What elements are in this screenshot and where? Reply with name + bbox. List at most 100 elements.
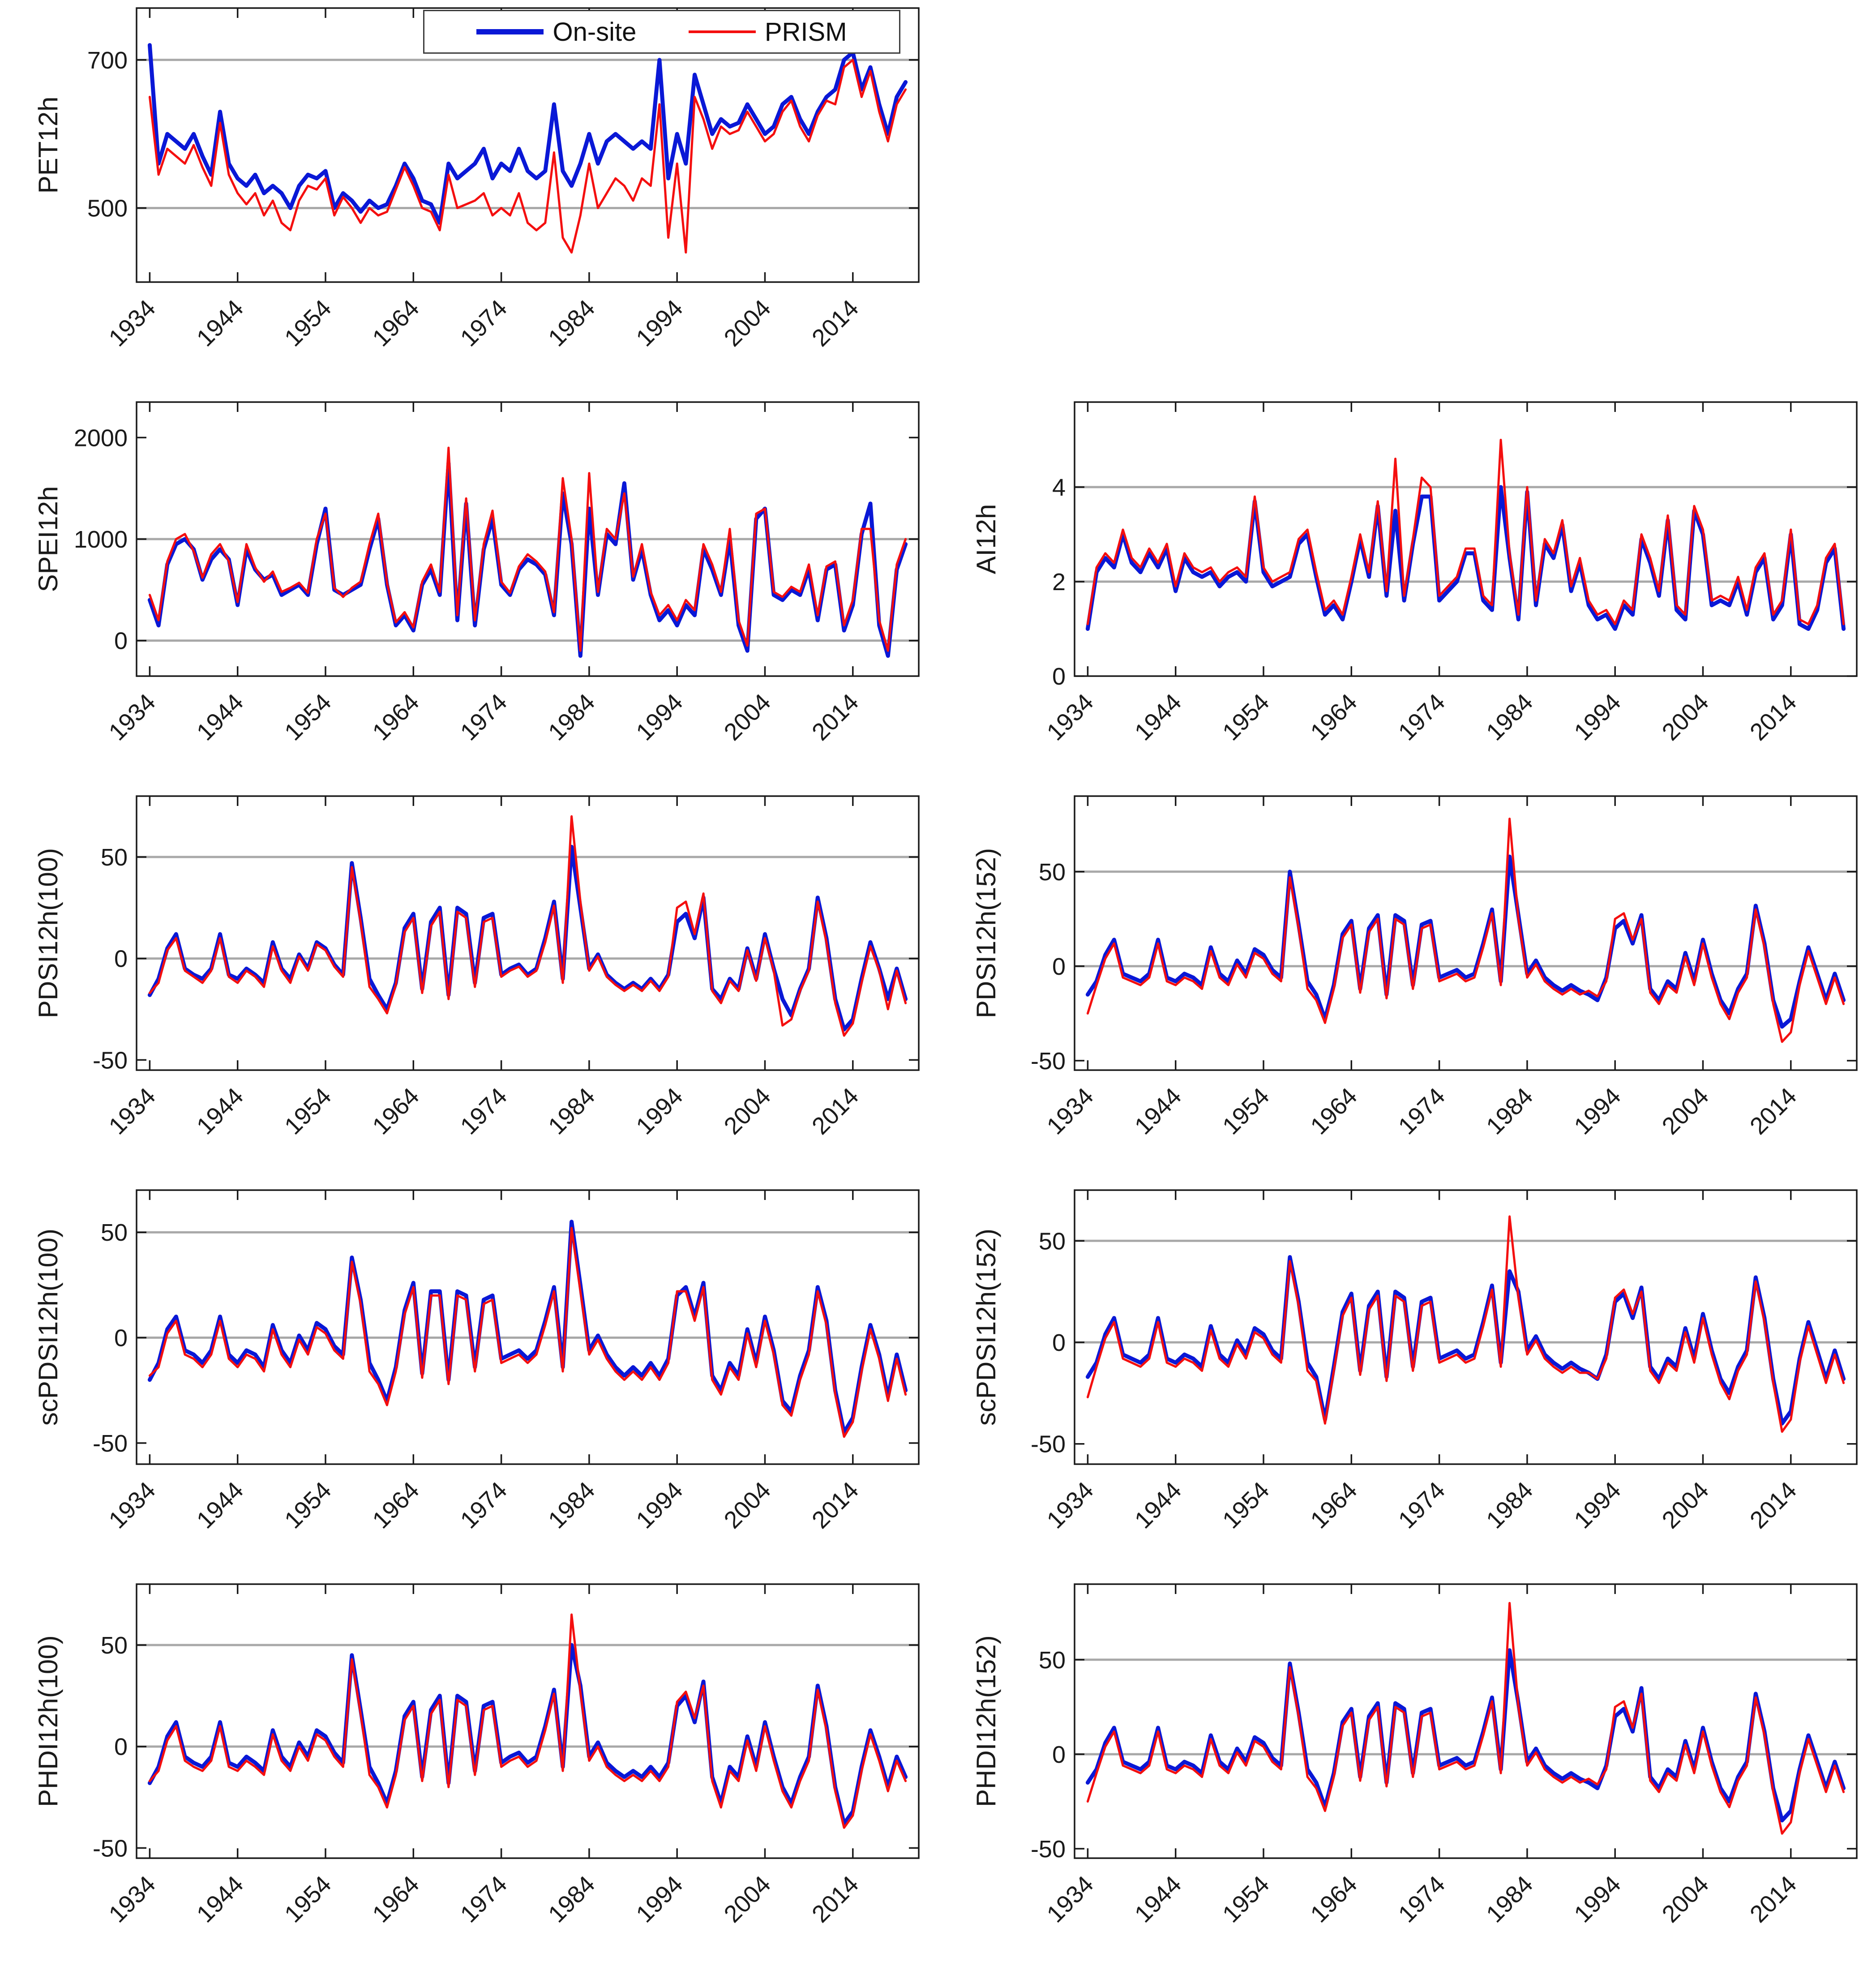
plot-border — [136, 1189, 920, 1465]
legend-label-onsite: On-site — [553, 17, 637, 47]
x-tick-label: 1954 — [279, 295, 336, 351]
plot-border — [136, 795, 920, 1071]
y-axis-label: PHDI12h(152) — [971, 1635, 1001, 1807]
x-tick-label: 1934 — [104, 1477, 161, 1534]
y-axis-label: scPDSI12h(100) — [33, 1229, 63, 1426]
series-line-onsite — [147, 461, 908, 658]
series-line-prism — [1086, 438, 1845, 626]
x-tick-label: 1984 — [543, 1083, 600, 1140]
x-tick-label: 1974 — [455, 1477, 512, 1534]
series-line-onsite — [147, 844, 908, 1032]
x-tick-label: 2004 — [719, 689, 776, 746]
x-tick-label: 1974 — [455, 295, 512, 351]
x-tick-label: 2004 — [1657, 1083, 1714, 1140]
x-tick-label: 2014 — [807, 1083, 864, 1140]
y-tick-label: 0 — [1052, 1741, 1066, 1768]
y-tick-label: -50 — [1031, 1431, 1066, 1458]
x-tick-label: 1934 — [1042, 1083, 1099, 1140]
y-tick-label: 0 — [1052, 1329, 1066, 1356]
series-line-prism — [148, 815, 907, 1037]
x-tick-label: 1984 — [1481, 1477, 1538, 1534]
series-line-prism — [148, 1613, 907, 1829]
y-tick-label: -50 — [93, 1835, 128, 1862]
y-tick-label: 2 — [1052, 569, 1066, 596]
x-tick-label: 1994 — [631, 1477, 688, 1534]
x-tick-label: 1934 — [1042, 1871, 1099, 1928]
legend-item-onsite: On-site — [476, 17, 636, 47]
chart-PDSI12h(152): -50 0 50 1934 1944 1954 1964 1974 1984 1994 2004 20… — [971, 795, 1858, 1140]
plot-border — [136, 7, 920, 283]
x-tick-label: 1994 — [631, 689, 688, 746]
x-tick-label: 1934 — [104, 1083, 161, 1140]
chart-PET12h: 500 700 1934 1944 1954 1964 1974 1984 1994 2004 20… — [33, 7, 920, 351]
x-tick-label: 1994 — [1569, 689, 1626, 746]
onsite-line-swatch — [476, 29, 544, 34]
x-tick-label: 1984 — [543, 295, 600, 351]
y-tick-label: 0 — [1052, 953, 1066, 980]
y-axis-label: SPEI12h — [33, 486, 63, 592]
x-tick-label: 1974 — [1393, 1477, 1450, 1534]
panel-ai12h: 0 2 4 1934 1944 1954 1964 1974 1984 1994 2004 2014 A… — [938, 394, 1876, 788]
x-tick-label: 2004 — [719, 295, 776, 351]
x-tick-label: 2014 — [1745, 1871, 1802, 1928]
panel-scpdsi12h-100: -50 0 50 1934 1944 1954 1964 1974 1984 1994 2004 20… — [0, 1182, 938, 1576]
chart-scPDSI12h(100): -50 0 50 1934 1944 1954 1964 1974 1984 1994 2004 20… — [33, 1189, 920, 1534]
y-tick-label: -50 — [93, 1047, 128, 1074]
x-tick-label: 1994 — [1569, 1477, 1626, 1534]
plot-border — [1074, 401, 1858, 677]
x-tick-label: 1974 — [455, 689, 512, 746]
series-line-prism — [148, 1227, 907, 1438]
x-tick-label: 2014 — [807, 689, 864, 746]
x-tick-label: 1934 — [104, 689, 161, 746]
x-tick-label: 2004 — [719, 1477, 776, 1534]
legend: On-site PRISM — [423, 10, 900, 54]
x-tick-label: 1954 — [279, 1477, 336, 1534]
x-tick-label: 1954 — [279, 1871, 336, 1928]
y-tick-label: 1000 — [74, 526, 128, 553]
y-tick-label: 4 — [1052, 474, 1066, 501]
x-tick-label: 1954 — [279, 689, 336, 746]
x-tick-label: 1994 — [1569, 1871, 1626, 1928]
x-tick-label: 1994 — [1569, 1083, 1626, 1140]
x-tick-label: 1954 — [279, 1083, 336, 1140]
x-tick-label: 2014 — [1745, 689, 1802, 746]
x-tick-label: 1954 — [1217, 1083, 1274, 1140]
x-tick-label: 1974 — [1393, 689, 1450, 746]
y-tick-label: 500 — [87, 195, 128, 222]
panel-pet12h: On-site PRISM 500 700 1934 1944 1954 1964 1974… — [0, 0, 938, 394]
series-line-onsite — [147, 43, 908, 225]
x-tick-label: 1964 — [367, 1083, 424, 1140]
series-line-prism — [148, 446, 907, 652]
chart-scPDSI12h(152): -50 0 50 1934 1944 1954 1964 1974 1984 1994 2004 20… — [971, 1189, 1858, 1534]
x-tick-label: 1944 — [1130, 1871, 1186, 1928]
x-tick-label: 1964 — [1305, 1083, 1362, 1140]
y-tick-label: 0 — [1052, 663, 1066, 690]
chart-PDSI12h(100): -50 0 50 1934 1944 1954 1964 1974 1984 1994 2004 20… — [33, 795, 920, 1140]
x-tick-label: 1954 — [1217, 689, 1274, 746]
panel-pdsi12h-100: -50 0 50 1934 1944 1954 1964 1974 1984 1994 2004 20… — [0, 788, 938, 1182]
y-axis-label: AI12h — [971, 504, 1001, 574]
y-axis-label: PHDI12h(100) — [33, 1635, 63, 1807]
plot-border — [136, 1583, 920, 1859]
panel-pdsi12h-152: -50 0 50 1934 1944 1954 1964 1974 1984 1994 2004 20… — [938, 788, 1876, 1182]
x-tick-label: 1944 — [192, 1477, 248, 1534]
y-tick-label: 0 — [114, 1734, 128, 1761]
x-tick-label: 1954 — [1217, 1871, 1274, 1928]
series-line-prism — [1086, 1215, 1845, 1433]
x-tick-label: 2014 — [807, 1477, 864, 1534]
x-tick-label: 1964 — [1305, 1477, 1362, 1534]
x-tick-label: 1984 — [1481, 1083, 1538, 1140]
x-tick-label: 1964 — [367, 1477, 424, 1534]
y-axis-label: PDSI12h(100) — [33, 848, 63, 1018]
prism-line-swatch — [688, 30, 756, 33]
x-tick-label: 1994 — [631, 1871, 688, 1928]
x-tick-label: 2014 — [807, 1871, 864, 1928]
series-line-onsite — [1085, 1648, 1846, 1823]
x-tick-label: 1944 — [192, 1083, 248, 1140]
y-axis-label: PDSI12h(152) — [971, 848, 1001, 1018]
x-tick-label: 1984 — [1481, 1871, 1538, 1928]
series-line-onsite — [147, 1220, 908, 1435]
x-tick-label: 1974 — [455, 1083, 512, 1140]
panel-phdi12h-100: -50 0 50 1934 1944 1954 1964 1974 1984 1994 2004 20… — [0, 1576, 938, 1970]
